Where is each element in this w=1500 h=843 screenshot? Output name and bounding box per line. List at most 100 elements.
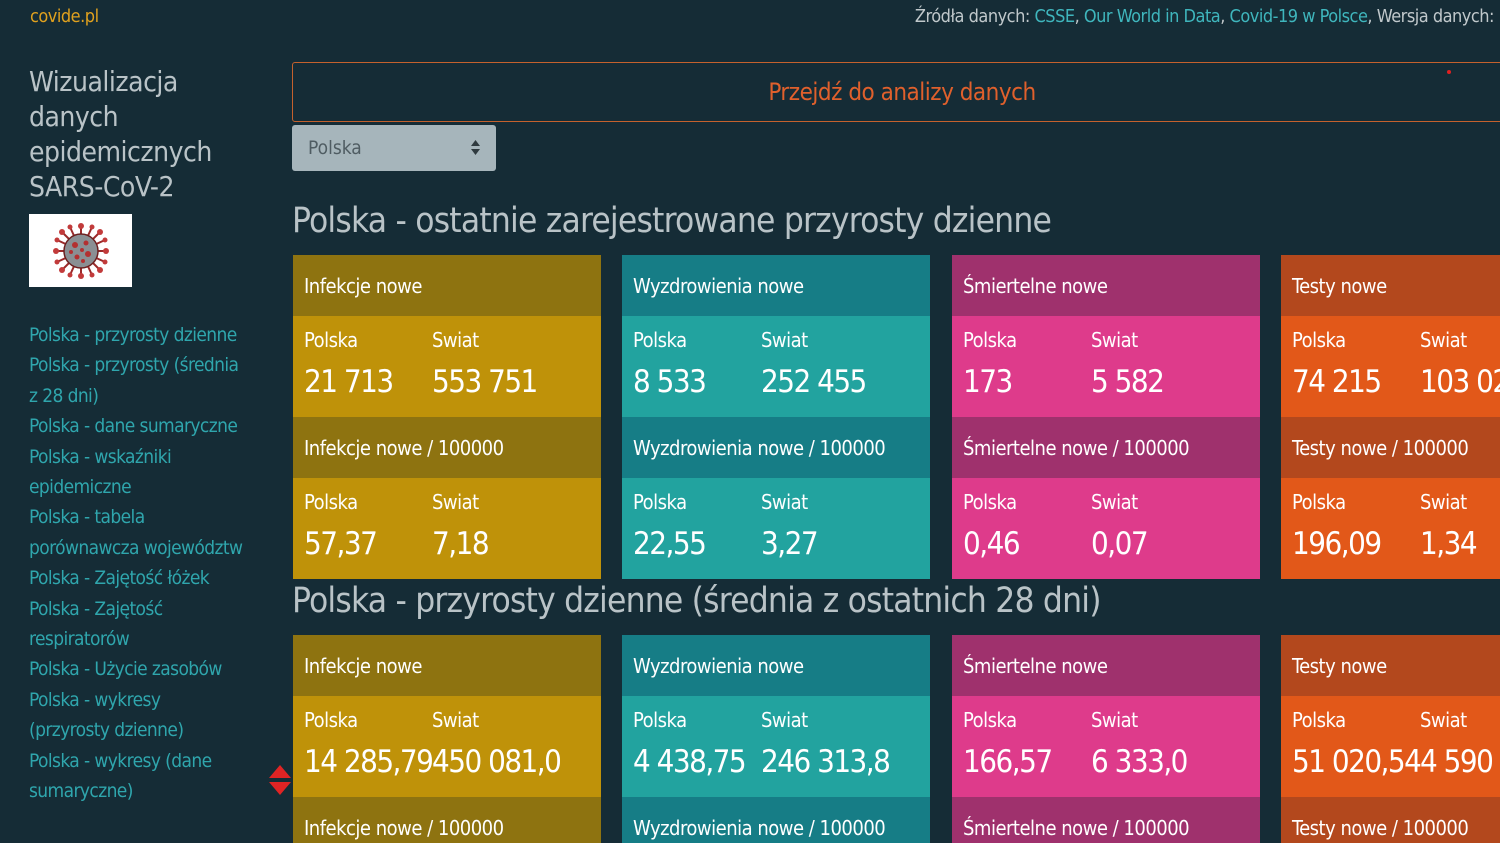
label-polska: Polska xyxy=(1292,490,1346,514)
card-body-per100k: Polska Swiat 22,55 3,27 xyxy=(622,478,930,579)
label-swiat: Swiat xyxy=(1091,490,1138,514)
label-polska: Polska xyxy=(304,708,358,732)
nav-item-wykresy-przyrosty[interactable]: Polska - wykresy (przyrosty dzienne) xyxy=(29,688,184,742)
sidebar-nav: Polska - przyrosty dzienne Polska - przy… xyxy=(29,320,269,807)
scroll-arrows-icon[interactable] xyxy=(268,764,292,796)
card-header-per100k: Testy nowe / 100000 xyxy=(1281,797,1500,843)
card-header-per100k: Infekcje nowe / 100000 xyxy=(293,417,601,478)
label-polska: Polska xyxy=(963,328,1017,352)
source-link-csse[interactable]: CSSE xyxy=(1034,6,1075,27)
main-content: Przejdź do analizy danych Polska xyxy=(292,62,1500,171)
label-polska: Polska xyxy=(1292,708,1346,732)
value-swiat-per100k: 7,18 xyxy=(432,526,490,562)
site-title: Wizualizacja danych epidemicznych SARS-C… xyxy=(29,65,212,203)
card-body: Polska Swiat 4 438,75 246 313,8 xyxy=(622,696,930,797)
virus-image xyxy=(29,214,132,287)
value-polska-per100k: 0,46 xyxy=(963,526,1021,562)
value-polska: 14 285,79 xyxy=(304,744,434,780)
card-tests: Testy nowe Polska Swiat 74 215 103 020 T… xyxy=(1281,255,1500,579)
card-header: Testy nowe xyxy=(1281,255,1500,316)
label-swiat: Swiat xyxy=(1420,328,1467,352)
virus-icon xyxy=(52,222,109,279)
nav-item-uzycie-zasobow[interactable]: Polska - Użycie zasobów xyxy=(29,658,222,681)
value-polska-per100k: 196,09 xyxy=(1292,526,1382,562)
select-arrows-icon xyxy=(471,140,480,155)
value-polska: 166,57 xyxy=(963,744,1053,780)
sources-separator: , xyxy=(1074,6,1080,27)
card-tests-avg: Testy nowe Polska Swiat 51 020,54 4 590 … xyxy=(1281,635,1500,843)
source-link-owid[interactable]: Our World in Data xyxy=(1083,6,1221,27)
nav-item-wskazniki[interactable]: Polska - wskaźniki epidemiczne xyxy=(29,445,172,499)
label-swiat: Swiat xyxy=(761,328,808,352)
label-swiat: Swiat xyxy=(432,328,479,352)
nav-item-dane-sumaryczne[interactable]: Polska - dane sumaryczne xyxy=(29,415,238,438)
card-header-per100k: Testy nowe / 100000 xyxy=(1281,417,1500,478)
card-header: Wyzdrowienia nowe xyxy=(622,255,930,316)
card-header: Infekcje nowe xyxy=(293,255,601,316)
data-version-label: Wersja danych: xyxy=(1376,6,1495,27)
section-title-average: Polska - przyrosty dzienne (średnia z os… xyxy=(292,581,1102,621)
label-swiat: Swiat xyxy=(432,708,479,732)
card-header: Wyzdrowienia nowe xyxy=(622,635,930,696)
source-link-covid-polska[interactable]: Covid-19 w Polsce xyxy=(1229,6,1368,27)
card-header-per100k: Wyzdrowienia nowe / 100000 xyxy=(622,797,930,843)
value-swiat: 553 751 xyxy=(432,364,538,400)
sources-separator: , xyxy=(1220,6,1225,27)
card-body: Polska Swiat 74 215 103 020 xyxy=(1281,316,1500,417)
card-deaths-avg: Śmiertelne nowe Polska Swiat 166,57 6 33… xyxy=(952,635,1260,843)
nav-item-wykresy-sumaryczne[interactable]: Polska - wykresy (dane sumaryczne) xyxy=(29,749,212,803)
value-polska: 173 xyxy=(963,364,1013,400)
label-polska: Polska xyxy=(633,490,687,514)
value-swiat-per100k: 0,07 xyxy=(1091,526,1149,562)
label-polska: Polska xyxy=(304,328,358,352)
sidebar: Wizualizacja danych epidemicznych SARS-C… xyxy=(29,64,269,807)
card-header: Testy nowe xyxy=(1281,635,1500,696)
country-select-value: Polska xyxy=(308,137,362,159)
card-header-per100k: Infekcje nowe / 100000 xyxy=(293,797,601,843)
nav-item-przyrosty-dzienne[interactable]: Polska - przyrosty dzienne xyxy=(29,324,237,346)
site-logo[interactable]: covide.pl xyxy=(30,6,99,27)
nav-item-tabela-wojewodztw[interactable]: Polska - tabela porównawcza województw xyxy=(29,506,243,559)
card-body: Polska Swiat 8 533 252 455 xyxy=(622,316,930,417)
label-swiat: Swiat xyxy=(1420,708,1467,732)
section-title-daily: Polska - ostatnie zarejestrowane przyros… xyxy=(292,201,1052,241)
nav-item-przyrosty-srednia[interactable]: Polska - przyrosty (średnia z 28 dni) xyxy=(29,354,239,407)
value-swiat: 252 455 xyxy=(761,364,867,400)
nav-item-zajetosc-lozek[interactable]: Polska - Zajętość łóżek xyxy=(29,567,210,590)
card-header-per100k: Wyzdrowienia nowe / 100000 xyxy=(622,417,930,478)
card-recoveries-avg: Wyzdrowienia nowe Polska Swiat 4 438,75 … xyxy=(622,635,930,843)
card-header: Infekcje nowe xyxy=(293,635,601,696)
card-body: Polska Swiat 51 020,54 4 590 4 xyxy=(1281,696,1500,797)
sources-separator: , xyxy=(1367,6,1373,27)
country-select[interactable]: Polska xyxy=(292,125,496,171)
card-body: Polska Swiat 14 285,79 450 081,0 xyxy=(293,696,601,797)
value-swiat-per100k: 1,34 xyxy=(1420,526,1478,562)
label-swiat: Swiat xyxy=(761,490,808,514)
value-polska: 51 020,54 xyxy=(1292,744,1422,780)
value-swiat: 5 582 xyxy=(1091,364,1165,400)
label-polska: Polska xyxy=(963,490,1017,514)
label-swiat: Swiat xyxy=(761,708,808,732)
card-header: Śmiertelne nowe xyxy=(952,255,1260,316)
top-bar: covide.pl Źródła danych: CSSE, Our World… xyxy=(0,0,1500,36)
card-body-per100k: Polska Swiat 0,46 0,07 xyxy=(952,478,1260,579)
label-polska: Polska xyxy=(963,708,1017,732)
value-swiat: 6 333,0 xyxy=(1091,744,1188,780)
value-polska: 4 438,75 xyxy=(633,744,747,780)
analysis-button-label: Przejdź do analizy danych xyxy=(768,78,1036,106)
card-header-per100k: Śmiertelne nowe / 100000 xyxy=(952,797,1260,843)
label-swiat: Swiat xyxy=(1420,490,1467,514)
label-swiat: Swiat xyxy=(1091,328,1138,352)
card-header-per100k: Śmiertelne nowe / 100000 xyxy=(952,417,1260,478)
card-body: Polska Swiat 166,57 6 333,0 xyxy=(952,696,1260,797)
value-swiat: 4 590 4 xyxy=(1420,744,1500,780)
label-polska: Polska xyxy=(1292,328,1346,352)
label-swiat: Swiat xyxy=(432,490,479,514)
analysis-button[interactable]: Przejdź do analizy danych xyxy=(292,62,1500,122)
value-polska: 74 215 xyxy=(1292,364,1382,400)
value-polska: 21 713 xyxy=(304,364,394,400)
value-swiat: 103 020 xyxy=(1420,364,1500,400)
nav-item-zajetosc-respiratorow[interactable]: Polska - Zajętość respiratorów xyxy=(29,597,163,651)
card-body: Polska Swiat 21 713 553 751 xyxy=(293,316,601,417)
value-swiat: 450 081,0 xyxy=(432,744,562,780)
